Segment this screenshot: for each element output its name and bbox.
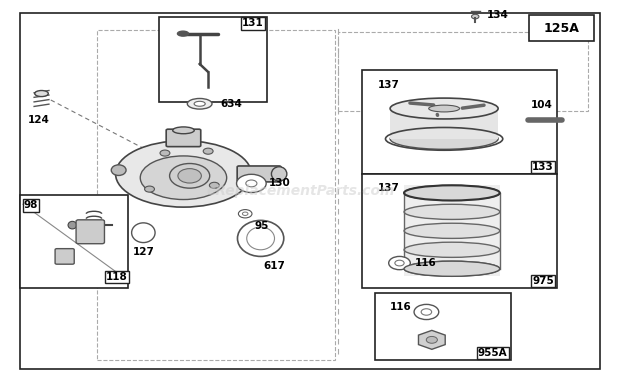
Bar xyxy=(20,195,128,288)
Ellipse shape xyxy=(404,242,500,257)
Text: 127: 127 xyxy=(133,247,155,257)
Polygon shape xyxy=(418,330,445,349)
Ellipse shape xyxy=(404,185,500,201)
Ellipse shape xyxy=(203,148,213,154)
Ellipse shape xyxy=(389,256,410,270)
Ellipse shape xyxy=(421,309,432,315)
Ellipse shape xyxy=(404,185,500,201)
Ellipse shape xyxy=(428,105,459,112)
Ellipse shape xyxy=(472,14,479,19)
Text: 634: 634 xyxy=(220,99,242,109)
Ellipse shape xyxy=(172,127,194,134)
Bar xyxy=(338,32,588,112)
Ellipse shape xyxy=(404,223,500,238)
Ellipse shape xyxy=(187,99,212,109)
Bar xyxy=(529,15,594,41)
Text: 104: 104 xyxy=(531,100,552,110)
Ellipse shape xyxy=(246,180,257,187)
Text: 116: 116 xyxy=(415,258,436,268)
FancyBboxPatch shape xyxy=(55,249,74,264)
Ellipse shape xyxy=(390,98,498,119)
Text: 125A: 125A xyxy=(544,22,580,35)
Ellipse shape xyxy=(414,304,439,320)
Ellipse shape xyxy=(144,186,154,192)
Ellipse shape xyxy=(390,128,498,149)
Ellipse shape xyxy=(131,223,155,243)
Ellipse shape xyxy=(404,261,500,276)
Ellipse shape xyxy=(395,260,404,266)
Bar xyxy=(363,174,557,288)
Text: 130: 130 xyxy=(268,178,290,188)
FancyArrowPatch shape xyxy=(463,105,484,108)
Bar xyxy=(363,70,557,174)
FancyBboxPatch shape xyxy=(237,166,281,182)
FancyBboxPatch shape xyxy=(166,129,201,147)
Ellipse shape xyxy=(68,221,77,229)
Ellipse shape xyxy=(237,220,284,256)
Text: 134: 134 xyxy=(486,10,508,20)
Ellipse shape xyxy=(170,163,210,188)
Ellipse shape xyxy=(272,167,287,181)
Bar xyxy=(97,30,335,360)
Ellipse shape xyxy=(427,337,437,343)
Text: 131: 131 xyxy=(242,18,264,28)
Ellipse shape xyxy=(404,204,500,219)
Text: eReplacementParts.com: eReplacementParts.com xyxy=(206,184,395,198)
Ellipse shape xyxy=(247,227,275,250)
Ellipse shape xyxy=(160,150,170,156)
Ellipse shape xyxy=(178,168,202,183)
Text: 116: 116 xyxy=(390,302,412,312)
Ellipse shape xyxy=(404,261,500,276)
Text: 95: 95 xyxy=(254,220,269,231)
Text: 137: 137 xyxy=(378,183,400,193)
Text: 617: 617 xyxy=(264,261,286,271)
Text: 118: 118 xyxy=(106,272,128,282)
Text: 124: 124 xyxy=(27,115,50,125)
Ellipse shape xyxy=(194,101,205,106)
Ellipse shape xyxy=(111,165,126,175)
Text: 975: 975 xyxy=(532,276,554,286)
Text: 137: 137 xyxy=(378,80,400,90)
Text: 98: 98 xyxy=(24,201,38,210)
Ellipse shape xyxy=(210,182,219,188)
Ellipse shape xyxy=(242,212,248,215)
Text: 133: 133 xyxy=(532,162,554,172)
Bar xyxy=(390,108,498,139)
Ellipse shape xyxy=(177,31,188,36)
Ellipse shape xyxy=(239,210,252,218)
Ellipse shape xyxy=(35,91,48,97)
Bar xyxy=(159,16,267,102)
FancyArrowPatch shape xyxy=(410,103,433,105)
Ellipse shape xyxy=(237,174,266,193)
Ellipse shape xyxy=(140,156,227,199)
Text: 955A: 955A xyxy=(478,348,508,358)
Bar xyxy=(404,185,500,276)
Ellipse shape xyxy=(115,141,251,207)
FancyBboxPatch shape xyxy=(76,220,104,244)
Bar xyxy=(375,293,511,360)
